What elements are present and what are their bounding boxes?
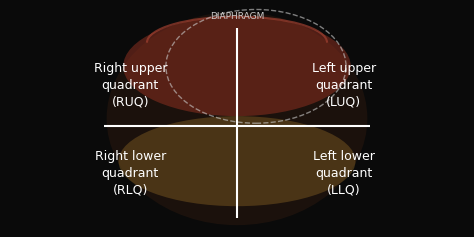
- Text: Left lower
quadrant
(LLQ): Left lower quadrant (LLQ): [313, 150, 374, 196]
- Text: Right lower
quadrant
(RLQ): Right lower quadrant (RLQ): [95, 150, 166, 196]
- Text: DIAPHRAGM: DIAPHRAGM: [210, 12, 264, 21]
- Ellipse shape: [118, 116, 356, 206]
- Text: Right upper
quadrant
(RUQ): Right upper quadrant (RUQ): [93, 62, 167, 109]
- Ellipse shape: [107, 12, 367, 225]
- Ellipse shape: [123, 17, 351, 116]
- Text: Left upper
quadrant
(LUQ): Left upper quadrant (LUQ): [311, 62, 376, 109]
